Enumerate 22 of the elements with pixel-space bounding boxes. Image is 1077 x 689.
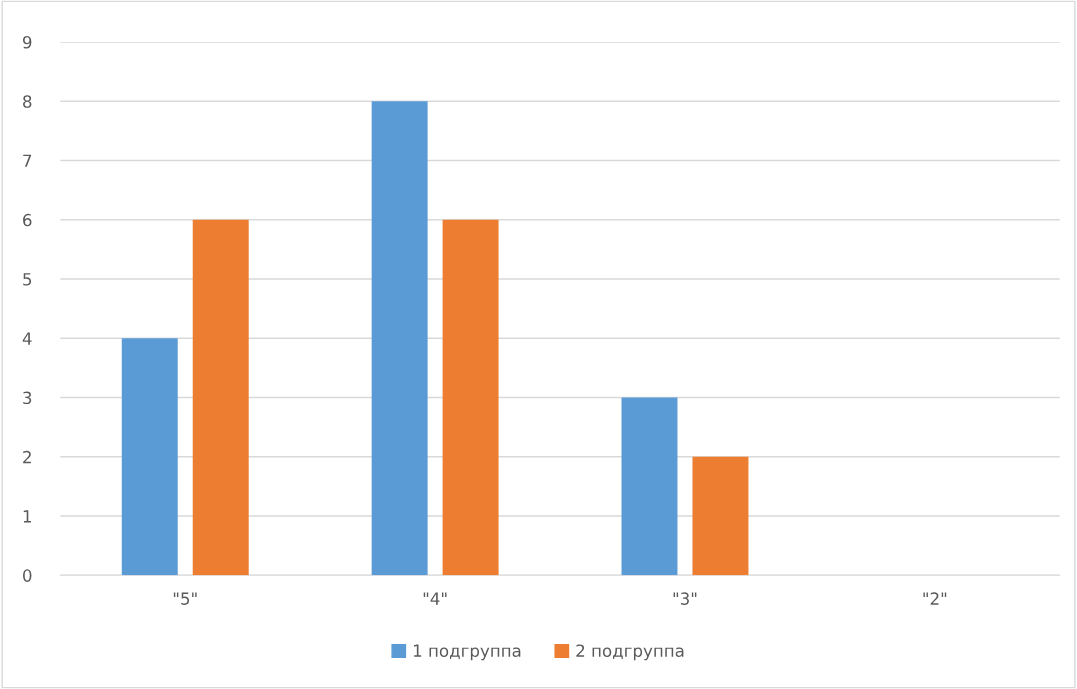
x-tick-label: "4" [423,592,447,605]
y-tick-label: 8 [23,95,32,108]
y-tick-label: 6 [23,213,32,227]
bar [121,338,178,576]
bar [192,219,249,576]
y-tick-label: 4 [22,332,32,345]
x-tick-label: "5" [173,592,197,605]
y-tick-label: 0 [23,569,32,582]
y-tick-label: 3 [23,391,32,405]
bar [371,101,428,576]
y-tick-label: 9 [22,35,32,49]
bar [692,456,749,576]
y-tick-label: 2 [23,450,31,464]
legend-label: 2 подгруппа [576,644,684,661]
y-tick-label: 5 [23,273,32,286]
bar [442,219,499,576]
bar [621,397,678,576]
legend-label: 1 подгруппа [413,644,521,661]
x-tick-label: "3" [673,592,697,605]
y-tick-label: 7 [23,154,32,167]
x-tick-label: "2" [923,592,947,605]
y-tick-label: 1 [23,510,31,523]
